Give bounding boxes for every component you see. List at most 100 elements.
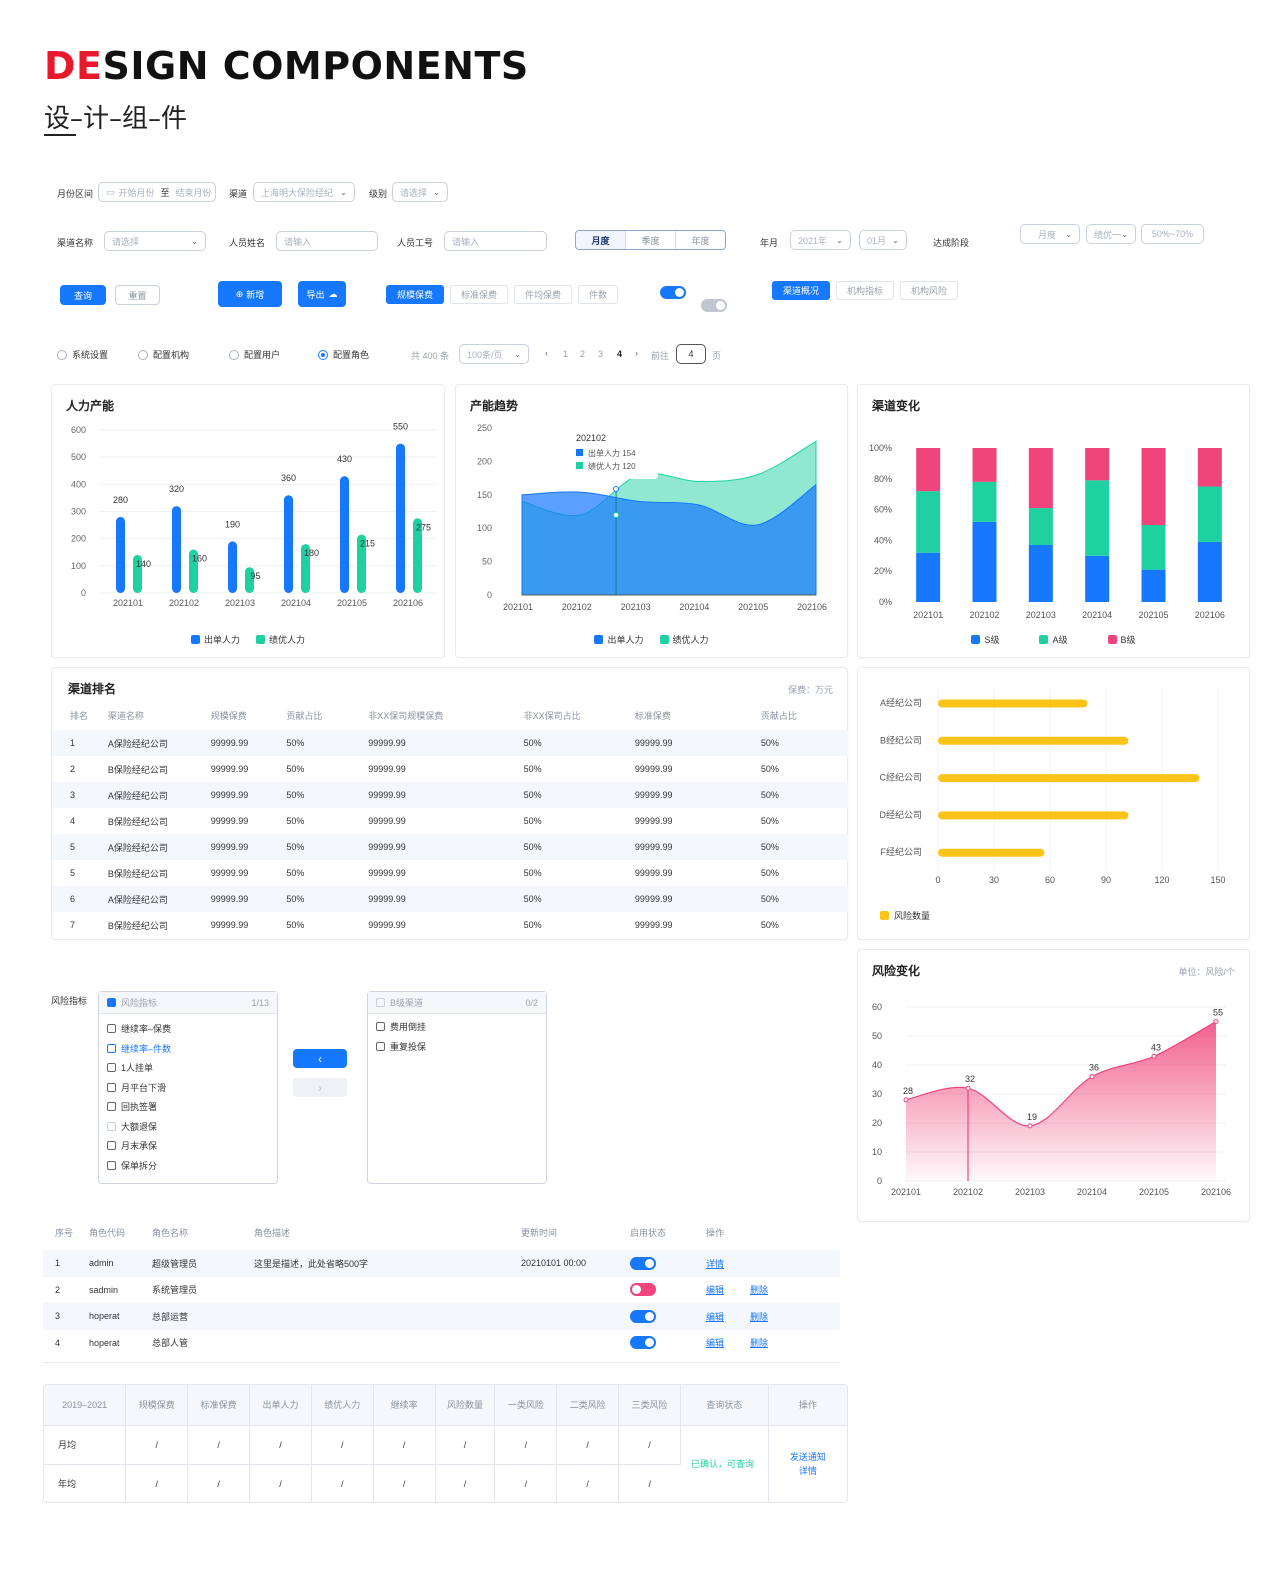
edit-link[interactable]: 编辑 — [706, 1311, 725, 1322]
next-page-icon[interactable]: › — [635, 348, 638, 358]
radio-config-role[interactable]: 配置角色 — [318, 348, 369, 361]
tab-org-risk[interactable]: 机构风险 — [900, 281, 959, 300]
level-select[interactable]: 请选择 ⌄ — [392, 182, 448, 202]
bar — [189, 549, 198, 593]
radio-config-org[interactable]: 配置机构 — [138, 348, 189, 361]
person-id-input[interactable]: 请输入 — [444, 231, 547, 251]
period-tab-quarter[interactable]: 季度 — [625, 231, 675, 249]
page-3[interactable]: 3 — [598, 349, 604, 359]
transfer-item[interactable]: 费用倒挂 — [368, 1017, 546, 1037]
toggle-on[interactable] — [660, 286, 686, 299]
checkbox[interactable] — [107, 1102, 116, 1112]
transfer-left-header: 风险指标 1/13 — [99, 992, 277, 1014]
checkbox[interactable] — [107, 1082, 116, 1092]
table-cell: / — [125, 1425, 189, 1465]
query-button[interactable]: 查询 — [60, 285, 106, 305]
checkbox[interactable] — [107, 1063, 116, 1073]
status-toggle[interactable] — [630, 1283, 656, 1297]
checkbox[interactable] — [107, 1043, 116, 1053]
transfer-item[interactable]: 月末承保 — [99, 1136, 277, 1156]
month-value: 01月 — [867, 235, 887, 246]
page-size-select[interactable]: 100条/页 ⌄ — [459, 344, 529, 364]
tooltip-title: 202102 — [576, 433, 606, 443]
transfer-item[interactable]: 重复投保 — [368, 1037, 546, 1057]
transfer-item[interactable]: 保单拆分 — [99, 1156, 277, 1176]
person-name-input[interactable]: 请输入 — [276, 231, 378, 251]
transfer-item[interactable]: 回执签署 — [99, 1097, 277, 1117]
status-toggle[interactable] — [630, 1309, 656, 1323]
table-cell: 5 — [52, 834, 90, 860]
transfer-item[interactable]: 月平台下滑 — [99, 1078, 277, 1098]
prev-page-icon[interactable]: ‹ — [545, 348, 548, 358]
transfer-item[interactable]: 继续率–保费 — [99, 1019, 277, 1039]
end-month-input[interactable]: 结束月份 — [175, 187, 212, 198]
delete-link[interactable]: 删除 — [750, 1338, 769, 1349]
tab-count[interactable]: 件数 — [578, 285, 619, 304]
role-no: 3 — [43, 1303, 89, 1330]
transfer-item[interactable]: 大额退保 — [99, 1117, 277, 1137]
start-month-input[interactable]: 开始月份 — [118, 187, 155, 198]
status-toggle[interactable] — [630, 1256, 656, 1270]
delete-link[interactable]: 删除 — [750, 1285, 769, 1296]
goto-page-input[interactable]: 4 — [676, 344, 706, 364]
transfer-right-button[interactable]: › — [293, 1078, 347, 1097]
add-button[interactable]: ⊕ 新增 — [218, 281, 282, 307]
legend-label: 风险数量 — [894, 911, 931, 921]
tab-standard-premium[interactable]: 标准保费 — [450, 285, 509, 304]
checkbox[interactable] — [107, 1121, 116, 1131]
checkbox-indeterminate[interactable] — [107, 998, 116, 1007]
stacked-bar-segment — [1028, 545, 1053, 602]
transfer-item[interactable]: 1人挂单 — [99, 1058, 277, 1078]
table-cell: 99999.99 — [634, 868, 673, 878]
page-4-current[interactable]: 4 — [617, 349, 623, 359]
checkbox[interactable] — [376, 1022, 385, 1032]
delete-link[interactable]: 删除 — [750, 1311, 769, 1322]
tab-scale-premium[interactable]: 规模保费 — [386, 285, 445, 304]
y-tick-label: 40 — [872, 1060, 882, 1070]
table-row: 5 B保险经纪公司 99999.99 50% 99999.99 50% 99999.99 50… — [52, 860, 848, 886]
channel-name-select[interactable]: 请选择 ⌄ — [104, 231, 206, 251]
reset-button[interactable]: 重置 — [115, 285, 160, 305]
status-toggle[interactable] — [630, 1336, 656, 1350]
export-button[interactable]: 导出 ☁ — [298, 281, 346, 307]
period-tab-year[interactable]: 年度 — [675, 231, 725, 249]
stage-period-select[interactable]: 月度 ⌄ — [1020, 224, 1080, 244]
edit-link[interactable]: 编辑 — [706, 1338, 725, 1349]
page-1[interactable]: 1 — [563, 349, 569, 359]
checkbox[interactable] — [107, 1160, 116, 1170]
tab-channel-overview[interactable]: 渠道概况 — [772, 281, 831, 300]
checkbox[interactable] — [376, 1041, 385, 1051]
month-select[interactable]: 01月 ⌄ — [859, 230, 907, 250]
data-label: 95 — [250, 571, 260, 581]
table-cell: 50% — [742, 886, 848, 912]
page-2[interactable]: 2 — [580, 349, 586, 359]
month-range-picker[interactable]: ▭ 开始月份 至 结束月份 — [98, 182, 216, 202]
data-point — [1027, 1123, 1033, 1129]
checkbox[interactable] — [107, 1141, 116, 1151]
toggle-off[interactable] — [701, 299, 727, 312]
stage-level-select[interactable]: 绩优一 ⌄ — [1086, 224, 1136, 244]
radio-system-settings[interactable]: 系统设置 — [57, 348, 108, 361]
checkbox[interactable] — [107, 1024, 116, 1034]
year-select[interactable]: 2021年 ⌄ — [790, 230, 851, 250]
detail-link[interactable]: 详情 — [798, 1466, 817, 1476]
transfer-item[interactable]: 继续率–件数 — [99, 1039, 277, 1059]
stage-range-input[interactable]: 50%~70% — [1141, 224, 1204, 244]
detail-link[interactable]: 详情 — [706, 1258, 725, 1269]
role-no: 1 — [43, 1250, 89, 1277]
tab-avg-premium[interactable]: 件均保费 — [514, 285, 573, 304]
channel-select[interactable]: 上海明大保险经纪 ⌄ — [253, 182, 355, 202]
send-notice-link[interactable]: 发送通知 — [789, 1452, 826, 1462]
summary-table-wrap: 2019–2021 规模保费 标准保费 出单人力 绩优人力 继续率 风险数量 一类风险 二类风险… — [43, 1384, 848, 1503]
transfer-item-label: 继续率–件数 — [121, 1043, 172, 1054]
role-time: 20210101 00:00 — [521, 1250, 630, 1277]
checkbox[interactable] — [376, 998, 385, 1007]
edit-link[interactable]: 编辑 — [706, 1285, 725, 1296]
y-tick-label: 30 — [872, 1089, 882, 1099]
period-tab-month[interactable]: 月度 — [576, 231, 625, 249]
transfer-left-button[interactable]: ‹ — [293, 1049, 347, 1068]
bar — [284, 495, 293, 593]
radio-config-user[interactable]: 配置用户 — [229, 348, 280, 361]
period-segment[interactable]: 月度 季度 年度 — [575, 230, 726, 250]
tab-org-indicators[interactable]: 机构指标 — [836, 281, 895, 300]
